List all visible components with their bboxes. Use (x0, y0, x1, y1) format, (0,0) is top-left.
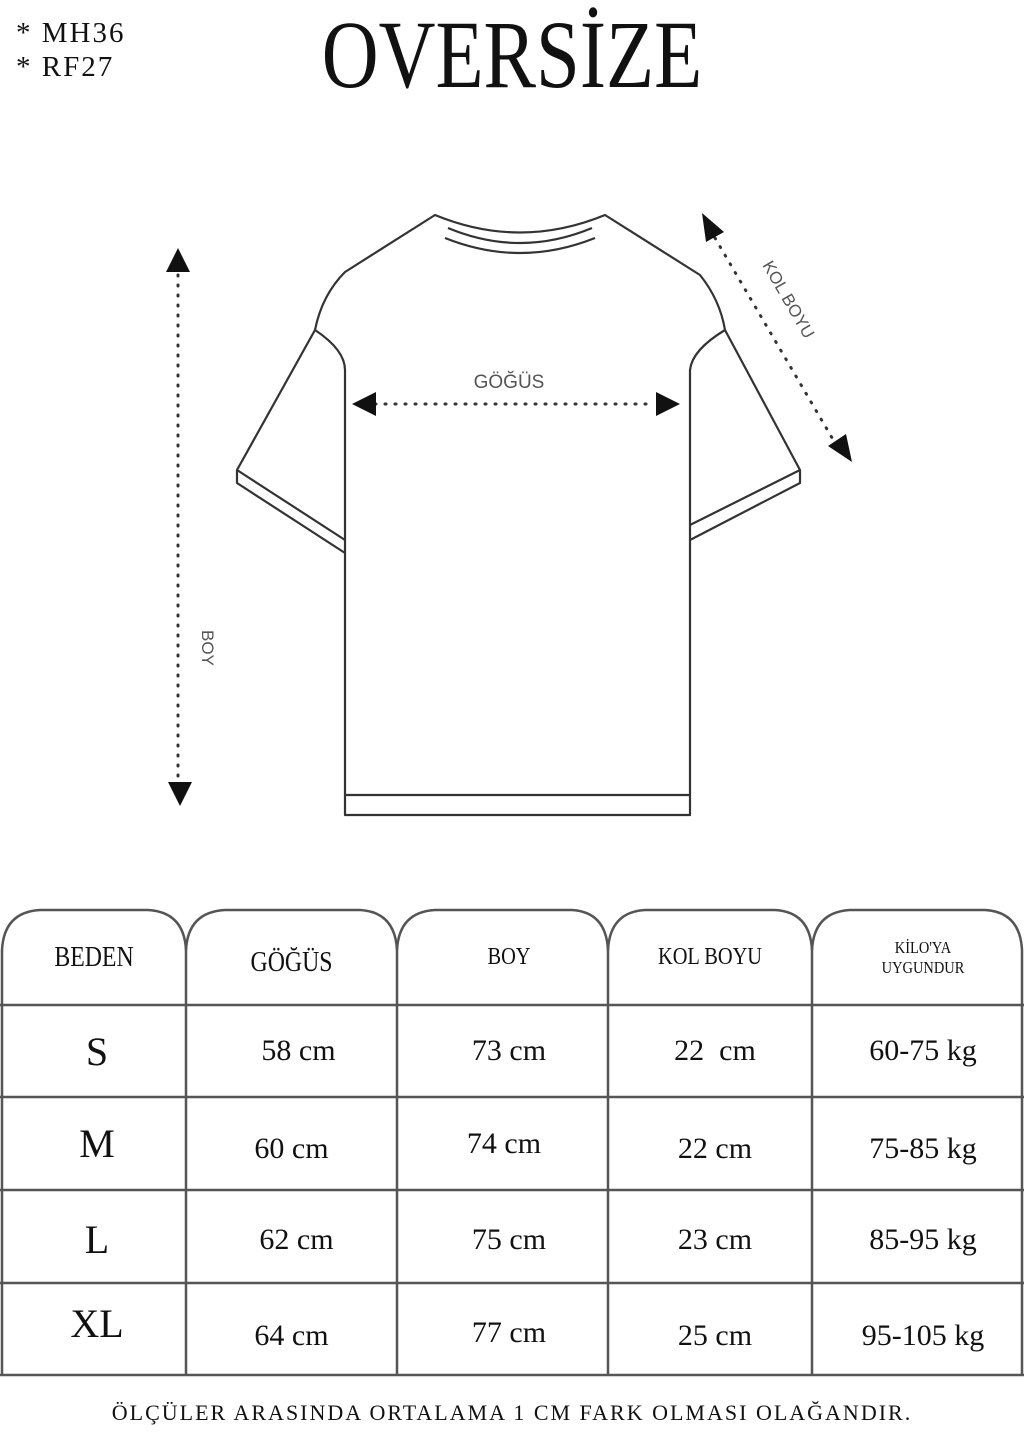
cell-sleeve: 25 cm (677, 1319, 753, 1352)
cell-size: S (85, 1028, 109, 1074)
header-sleeve: KOL BOYU (657, 944, 763, 970)
cell-size: L (84, 1217, 110, 1262)
arrow-down-icon (168, 782, 192, 806)
cell-length: 73 cm (471, 1034, 547, 1067)
cell-chest: 62 cm (259, 1222, 334, 1256)
cell-chest: 64 cm (254, 1319, 329, 1352)
product-code: * MH36 (16, 17, 126, 49)
measurement-note: ÖLÇÜLER ARASINDA ORTALAMA 1 CM FARK OLMA… (111, 1400, 913, 1425)
cell-length: 74 cm (466, 1126, 542, 1160)
header-length: BOY (487, 944, 531, 970)
cell-weight: 60-75 kg (869, 1034, 977, 1067)
header-weight-line1: KİLO'YA (894, 937, 952, 957)
tshirt-diagram: GÖĞÜS BOY KOL BOYU (166, 213, 852, 817)
header-chest: GÖĞÜS (250, 946, 333, 978)
product-codes: * MH36 * RF27 (16, 16, 125, 84)
product-code: * RF27 (16, 51, 115, 83)
arrow-down-right-icon (828, 434, 852, 462)
cell-weight: 85-95 kg (869, 1222, 977, 1256)
header-weight-line2: UYGUNDUR (881, 957, 965, 977)
arrow-up-left-icon (702, 213, 724, 242)
arrow-left-icon (352, 392, 376, 416)
cell-length: 75 cm (471, 1222, 547, 1256)
cell-chest: 58 cm (261, 1034, 336, 1067)
cell-size: XL (70, 1300, 124, 1346)
chest-label: GÖĞÜS (474, 371, 545, 393)
cell-weight: 75-85 kg (869, 1131, 977, 1165)
header-size: BEDEN (54, 941, 134, 973)
cell-sleeve: 22 cm (677, 1131, 753, 1165)
cell-chest: 60 cm (254, 1131, 329, 1165)
page-title: OVERSİZE (321, 1, 703, 108)
cell-sleeve: 23 cm (677, 1222, 753, 1256)
cell-sleeve: 22 cm (674, 1034, 756, 1067)
cell-length: 77 cm (471, 1316, 547, 1349)
cell-size: M (79, 1121, 115, 1166)
length-label: BOY (198, 630, 217, 666)
cell-weight: 95-105 kg (861, 1319, 985, 1352)
tshirt-outline (235, 213, 802, 817)
arrow-up-icon (166, 248, 190, 272)
arrow-right-icon (656, 392, 680, 416)
header-weight: KİLO'YA UYGUNDUR (829, 910, 1018, 1005)
